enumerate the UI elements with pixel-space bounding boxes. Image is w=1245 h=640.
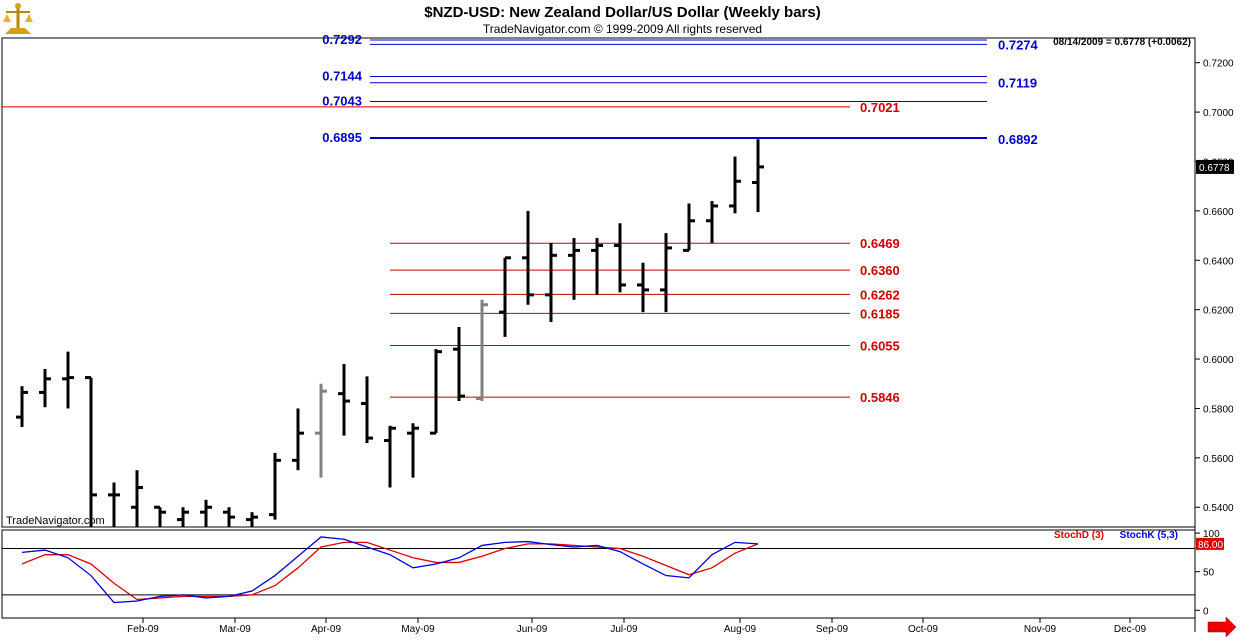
ohlc-bar (568, 238, 580, 300)
ohlc-bar (16, 386, 28, 427)
gold-scale-icon (3, 3, 33, 34)
level-label-right: 0.6892 (998, 132, 1038, 147)
ohlc-bar (338, 364, 350, 436)
ohlc-bar (637, 262, 649, 313)
ohlc-bar (269, 452, 281, 520)
stoch-last-label: 86.00 (1198, 540, 1223, 551)
level-label-right: 0.6469 (860, 236, 900, 251)
last-price-label: 0.6778 (1199, 163, 1230, 174)
level-label-left: 0.7144 (322, 69, 363, 84)
ohlc-bar (223, 507, 235, 527)
ohlc-bar (108, 482, 120, 527)
ohlc-bar (384, 425, 396, 488)
ohlc-bar (752, 139, 764, 213)
ohlc-bar (315, 383, 327, 478)
last-bar-info: 08/14/2009 = 0.6778 (+0.0062) (1053, 37, 1191, 48)
ohlc-bar (729, 156, 741, 214)
ohlc-bar (545, 242, 557, 323)
ohlc-bar (499, 256, 511, 337)
ohlc-bar (660, 233, 672, 313)
level-label-right: 0.6360 (860, 263, 900, 278)
stoch-d-line (21, 541, 759, 601)
price-tick-label: 0.5800 (1203, 404, 1234, 415)
ohlc-bar (85, 376, 97, 527)
ohlc-bar (407, 423, 419, 478)
chart-subtitle: TradeNavigator.com © 1999-2009 All right… (482, 22, 763, 36)
last-price-box (1196, 159, 1234, 174)
stoch-k-line (21, 536, 759, 604)
price-tick-label: 0.7000 (1203, 108, 1234, 119)
stoch-last-box (1196, 537, 1224, 550)
x-tick-label: Sep-09 (816, 624, 849, 635)
price-tick-label: 0.6600 (1203, 207, 1234, 218)
x-tick-label: Nov-09 (1024, 624, 1057, 635)
level-label-right: 0.6185 (860, 306, 900, 321)
stoch-tick-label: 0 (1203, 606, 1209, 617)
level-label-left: 0.7043 (322, 93, 362, 108)
price-tick-label: 0.6200 (1203, 306, 1234, 317)
level-label-left: 0.7292 (322, 32, 362, 47)
ohlc-bar (131, 470, 143, 527)
ohlc-bar (154, 505, 166, 527)
level-label-right: 0.5846 (860, 390, 900, 405)
price-tick-label: 0.5400 (1203, 503, 1234, 514)
ohlc-bar (39, 368, 51, 408)
x-tick-label: May-09 (401, 624, 435, 635)
ohlc-bar (430, 349, 442, 435)
stoch-tick-label: 50 (1203, 568, 1215, 579)
ohlc-bar (522, 210, 534, 305)
level-label-right: 0.7021 (860, 100, 900, 115)
ohlc-bar (476, 299, 488, 402)
level-label-right: 0.7119 (998, 76, 1037, 91)
ohlc-bar (706, 201, 718, 243)
ohlc-bar (683, 203, 695, 252)
x-tick-label: Feb-09 (127, 624, 159, 635)
level-label-right: 0.7274 (998, 37, 1039, 52)
x-tick-label: Oct-09 (908, 624, 938, 635)
ohlc-bar (591, 238, 603, 295)
ohlc-bar (177, 507, 189, 527)
ohlc-bar (62, 351, 74, 409)
level-label-right: 0.6262 (860, 287, 900, 302)
ohlc-bar (292, 408, 304, 471)
stoch-k-legend: StochK (5,3) (1120, 530, 1178, 541)
x-tick-label: Jun-09 (517, 624, 548, 635)
ohlc-bar (361, 376, 373, 444)
ohlc-bars (16, 139, 764, 527)
price-tick-label: 0.5600 (1203, 454, 1234, 465)
watermark-label: TradeNavigator.com (6, 515, 105, 527)
stoch-d-legend: StochD (3) (1054, 530, 1104, 541)
level-label-left: 0.6895 (322, 130, 362, 145)
x-tick-label: Jul-09 (610, 624, 638, 635)
ohlc-bar (614, 223, 626, 293)
ohlc-bar (246, 512, 258, 527)
stoch-tick-label: 100 (1203, 529, 1220, 540)
x-tick-label: Mar-09 (219, 624, 251, 635)
ohlc-bar (453, 326, 465, 402)
chart-title: $NZD-USD: New Zealand Dollar/US Dollar (… (424, 4, 821, 21)
price-tick-label: 0.6000 (1203, 355, 1234, 366)
stoch-panel-frame (1, 529, 1196, 619)
ohlc-bar (200, 499, 212, 527)
x-tick-label: Dec-09 (1114, 624, 1147, 635)
price-tick-label: 0.7200 (1203, 59, 1234, 70)
red-arrow-right-icon (1207, 616, 1237, 638)
level-label-right: 0.6055 (860, 338, 900, 353)
price-tick-label: 0.6400 (1203, 256, 1234, 267)
x-tick-label: Aug-09 (724, 624, 757, 635)
x-tick-label: Apr-09 (311, 624, 341, 635)
